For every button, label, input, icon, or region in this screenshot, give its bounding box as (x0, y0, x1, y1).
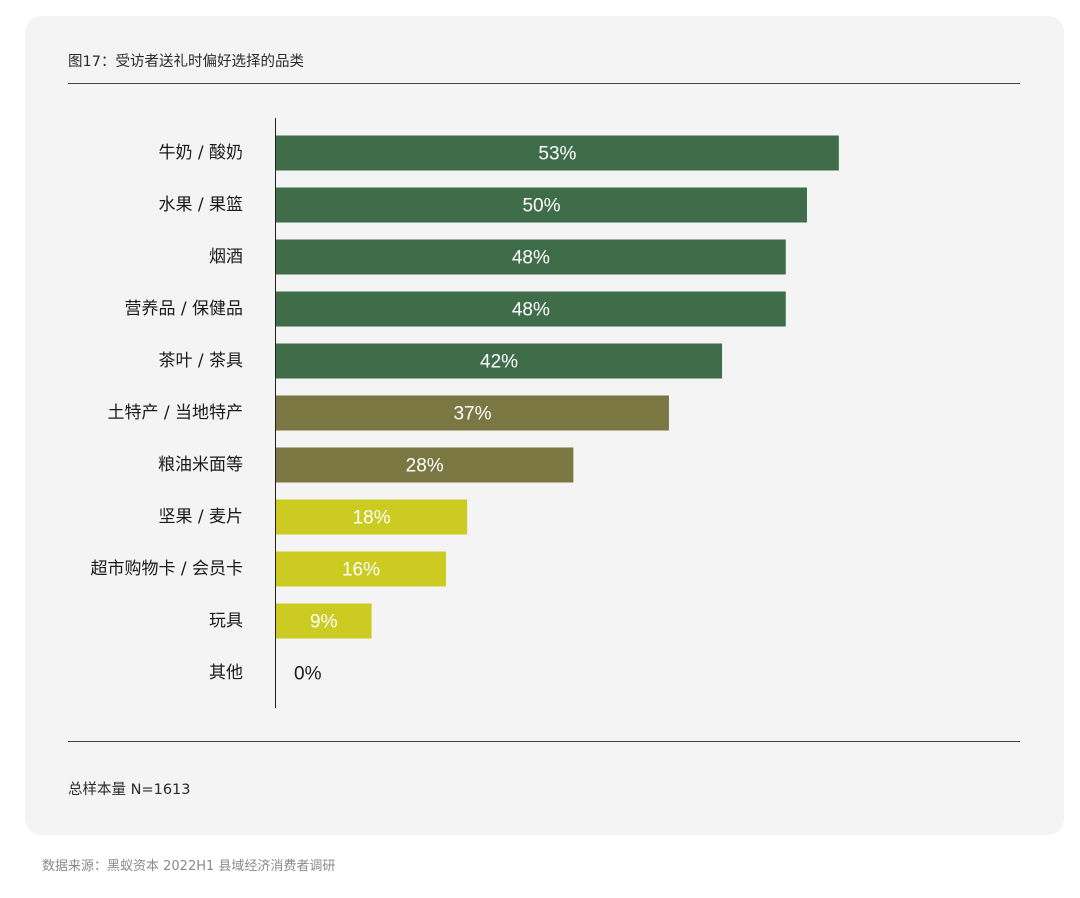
category-label: 其他 (209, 663, 243, 683)
bar (276, 395, 669, 431)
bar-value-label: 28% (406, 456, 444, 477)
bar (276, 343, 723, 379)
category-label: 烟酒 (209, 247, 243, 267)
bar (276, 291, 786, 327)
chart-title: 图17：受访者送礼时偏好选择的品类 (68, 54, 304, 70)
bar-value-label: 50% (522, 196, 560, 217)
data-source: 数据来源：黑蚁资本 2022H1 县域经济消费者调研 (42, 859, 336, 874)
sample-size-note: 总样本量 N=1613 (68, 782, 191, 798)
category-label: 水果 / 果篮 (158, 195, 243, 215)
bar (276, 447, 574, 483)
category-label: 超市购物卡 / 会员卡 (90, 559, 243, 579)
bar-value-label: 48% (512, 248, 550, 269)
bar (276, 135, 839, 171)
bar-value-label: 18% (353, 508, 391, 529)
bar-value-label: 9% (310, 612, 338, 633)
title-divider (68, 83, 1020, 84)
bar-value-label: 48% (512, 300, 550, 321)
bar (276, 499, 468, 535)
bar (276, 187, 807, 223)
footer-divider (68, 741, 1020, 742)
category-axis-line (275, 118, 276, 708)
category-label: 营养品 / 保健品 (124, 299, 243, 319)
bar (276, 551, 446, 587)
category-label: 粮油米面等 (158, 455, 243, 475)
category-label: 土特产 / 当地特产 (107, 403, 243, 423)
bar (276, 603, 372, 639)
bar-value-label: 16% (342, 560, 380, 581)
bar-value-label: 53% (538, 144, 576, 165)
category-label: 坚果 / 麦片 (158, 507, 243, 527)
bar-value-label: 0% (294, 664, 322, 685)
category-label: 茶叶 / 茶具 (158, 351, 243, 371)
category-label: 玩具 (209, 611, 243, 631)
bar-value-label: 37% (453, 404, 491, 425)
bar (276, 239, 786, 275)
category-label: 牛奶 / 酸奶 (158, 143, 243, 163)
bar-value-label: 42% (480, 352, 518, 373)
